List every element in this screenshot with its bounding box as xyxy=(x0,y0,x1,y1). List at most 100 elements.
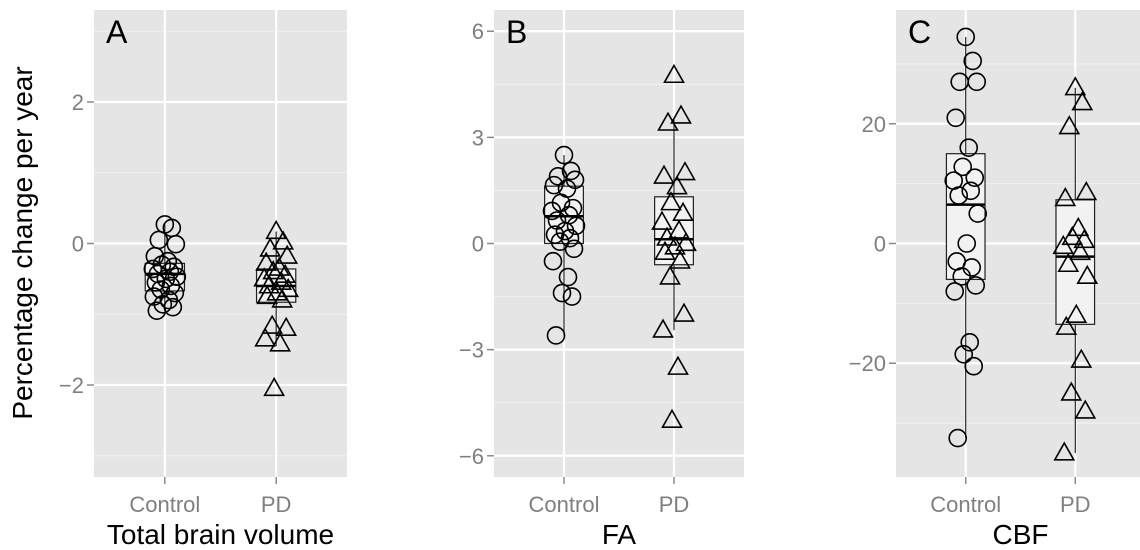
x-axis-title: FA xyxy=(602,519,637,550)
y-tick-label: −3 xyxy=(459,338,484,363)
y-tick-label: 3 xyxy=(472,125,484,150)
y-tick-label: −2 xyxy=(59,373,84,398)
control-point xyxy=(166,234,186,254)
control-point xyxy=(147,301,167,321)
control-point xyxy=(961,181,981,201)
pd-point xyxy=(674,161,696,181)
pd-point xyxy=(670,104,692,124)
pd-point xyxy=(259,237,282,257)
control-point xyxy=(561,161,581,181)
pd-point xyxy=(255,251,278,271)
panel-c: −20 0 20 Control PD C CBF xyxy=(849,10,1140,550)
control-point xyxy=(554,145,574,165)
panel-a: −2 0 2 Control PD A Total brain volume xyxy=(59,10,347,550)
x-tick-label: Control xyxy=(129,492,200,517)
pd-point xyxy=(1060,381,1083,401)
box-iqr xyxy=(1055,199,1096,325)
x-tick-label: PD xyxy=(1060,492,1091,517)
control-point xyxy=(542,201,562,221)
pd-point xyxy=(667,355,689,375)
x-axis-title: CBF xyxy=(993,519,1049,550)
pd-point xyxy=(675,231,697,252)
pd-point xyxy=(254,327,277,347)
control-point xyxy=(153,295,173,314)
control-point xyxy=(959,138,979,158)
control-point xyxy=(558,267,578,287)
control-point xyxy=(960,332,980,352)
control-point xyxy=(966,276,986,295)
control-point xyxy=(957,234,977,253)
pd-point xyxy=(1069,240,1092,261)
pd-point xyxy=(653,164,675,184)
y-tick-label: 2 xyxy=(72,90,84,115)
pd-point xyxy=(673,302,695,322)
pd-point xyxy=(276,244,299,264)
y-axis-title: Percentage change per year xyxy=(7,66,38,419)
pd-point xyxy=(652,318,674,338)
pd-point xyxy=(663,63,685,84)
pd-point xyxy=(651,210,673,230)
control-point xyxy=(967,72,987,92)
pd-point xyxy=(256,284,279,305)
y-tick-label: 6 xyxy=(472,19,484,44)
pd-point xyxy=(265,219,288,240)
control-point xyxy=(953,157,973,177)
control-point xyxy=(552,283,572,303)
control-point xyxy=(963,51,983,71)
y-tick-label: 0 xyxy=(72,232,84,257)
control-point xyxy=(562,287,582,306)
pd-point xyxy=(1075,180,1098,201)
control-point xyxy=(968,204,988,223)
pd-point xyxy=(1076,264,1099,285)
control-point xyxy=(566,216,586,236)
control-point xyxy=(564,239,584,259)
pd-point xyxy=(1073,228,1096,249)
y-tick-label: 0 xyxy=(472,232,484,257)
pd-point xyxy=(258,274,281,294)
pd-point xyxy=(1057,252,1080,273)
control-point xyxy=(952,267,972,286)
pd-point xyxy=(1064,76,1087,96)
control-point xyxy=(544,175,564,195)
control-point xyxy=(543,251,563,271)
pd-point xyxy=(1053,441,1076,461)
pd-point xyxy=(1058,115,1081,135)
x-tick-label: PD xyxy=(261,492,292,517)
pd-point xyxy=(262,260,285,280)
pd-point xyxy=(666,175,688,195)
pd-point xyxy=(275,316,298,337)
x-tick-label: Control xyxy=(930,492,1001,517)
pd-point xyxy=(1070,348,1093,368)
pd-point xyxy=(661,408,683,428)
panel-tag: B xyxy=(506,14,527,50)
pd-point xyxy=(263,376,286,397)
pd-point xyxy=(664,235,686,255)
pd-point xyxy=(1074,399,1097,419)
control-point xyxy=(165,283,185,303)
control-point xyxy=(964,356,984,376)
x-axis-title: Total brain volume xyxy=(107,519,334,550)
pd-point xyxy=(1071,91,1094,111)
y-tick-label: 20 xyxy=(862,112,886,137)
pd-point xyxy=(277,277,300,298)
control-point xyxy=(949,186,969,205)
pd-point xyxy=(1067,216,1090,237)
y-tick-label: −6 xyxy=(459,444,484,469)
pd-point xyxy=(1052,234,1075,255)
pd-point xyxy=(1055,315,1078,335)
pd-point xyxy=(668,219,690,239)
pd-point xyxy=(1061,225,1084,246)
control-point xyxy=(948,428,968,448)
pd-point xyxy=(261,314,284,334)
y-tick-label: 0 xyxy=(874,232,886,257)
pd-point xyxy=(269,332,292,352)
pd-point xyxy=(654,240,676,260)
panel-tag: A xyxy=(106,14,128,50)
pd-point xyxy=(657,111,679,131)
control-point xyxy=(946,108,966,128)
control-point xyxy=(965,168,985,187)
y-tick-label: −20 xyxy=(849,351,886,376)
control-point xyxy=(954,344,974,364)
